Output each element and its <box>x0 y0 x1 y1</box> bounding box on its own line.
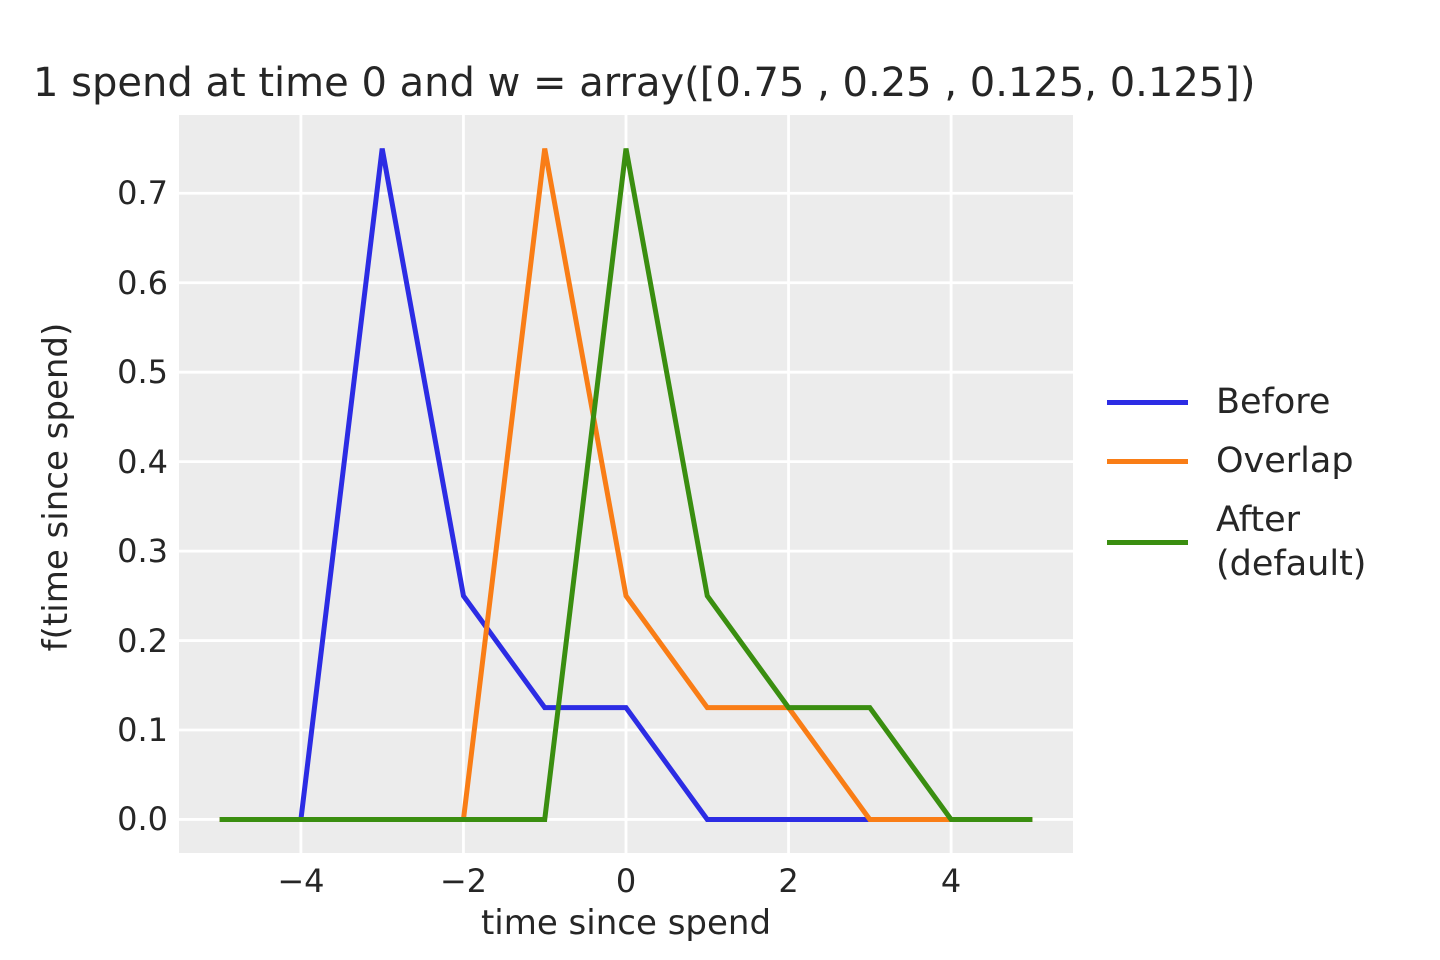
y-tick-label: 0.1 <box>117 711 168 749</box>
x-axis-label: time since spend <box>480 903 772 943</box>
y-tick-label: 0.7 <box>117 174 168 213</box>
y-tick-label: 0.4 <box>117 442 168 481</box>
legend-item-overlap: Overlap <box>1107 439 1366 483</box>
legend-label: Overlap <box>1216 441 1354 481</box>
chart-title: 1 spend at time 0 and w = array([0.75 , … <box>33 60 1256 106</box>
y-tick-label: 0.6 <box>117 263 168 302</box>
series-line-after-default <box>219 148 1033 822</box>
legend-item-before: Before <box>1107 380 1366 424</box>
legend-label: After (default) <box>1216 500 1367 584</box>
x-tick-label: 0 <box>615 862 637 900</box>
y-tick-label: 0.3 <box>117 532 168 571</box>
legend-line-swatch <box>1107 458 1188 464</box>
y-axis-label: f(time since spend) <box>36 322 76 652</box>
x-tick-label: −4 <box>277 862 325 900</box>
x-tick-label: 2 <box>778 862 799 900</box>
y-tick-label: 0.2 <box>117 621 168 660</box>
x-tick-label: 4 <box>940 862 962 900</box>
y-tick-label: 0.5 <box>117 353 168 392</box>
x-tick-label: −2 <box>439 862 488 900</box>
legend-line-swatch <box>1107 539 1188 545</box>
y-tick-label: 0.0 <box>117 800 168 839</box>
legend-item-after-default: After (default) <box>1107 498 1366 586</box>
legend-label: Before <box>1216 382 1331 422</box>
legend-line-swatch <box>1107 399 1188 405</box>
legend: Before Overlap After (default) <box>1107 380 1366 586</box>
